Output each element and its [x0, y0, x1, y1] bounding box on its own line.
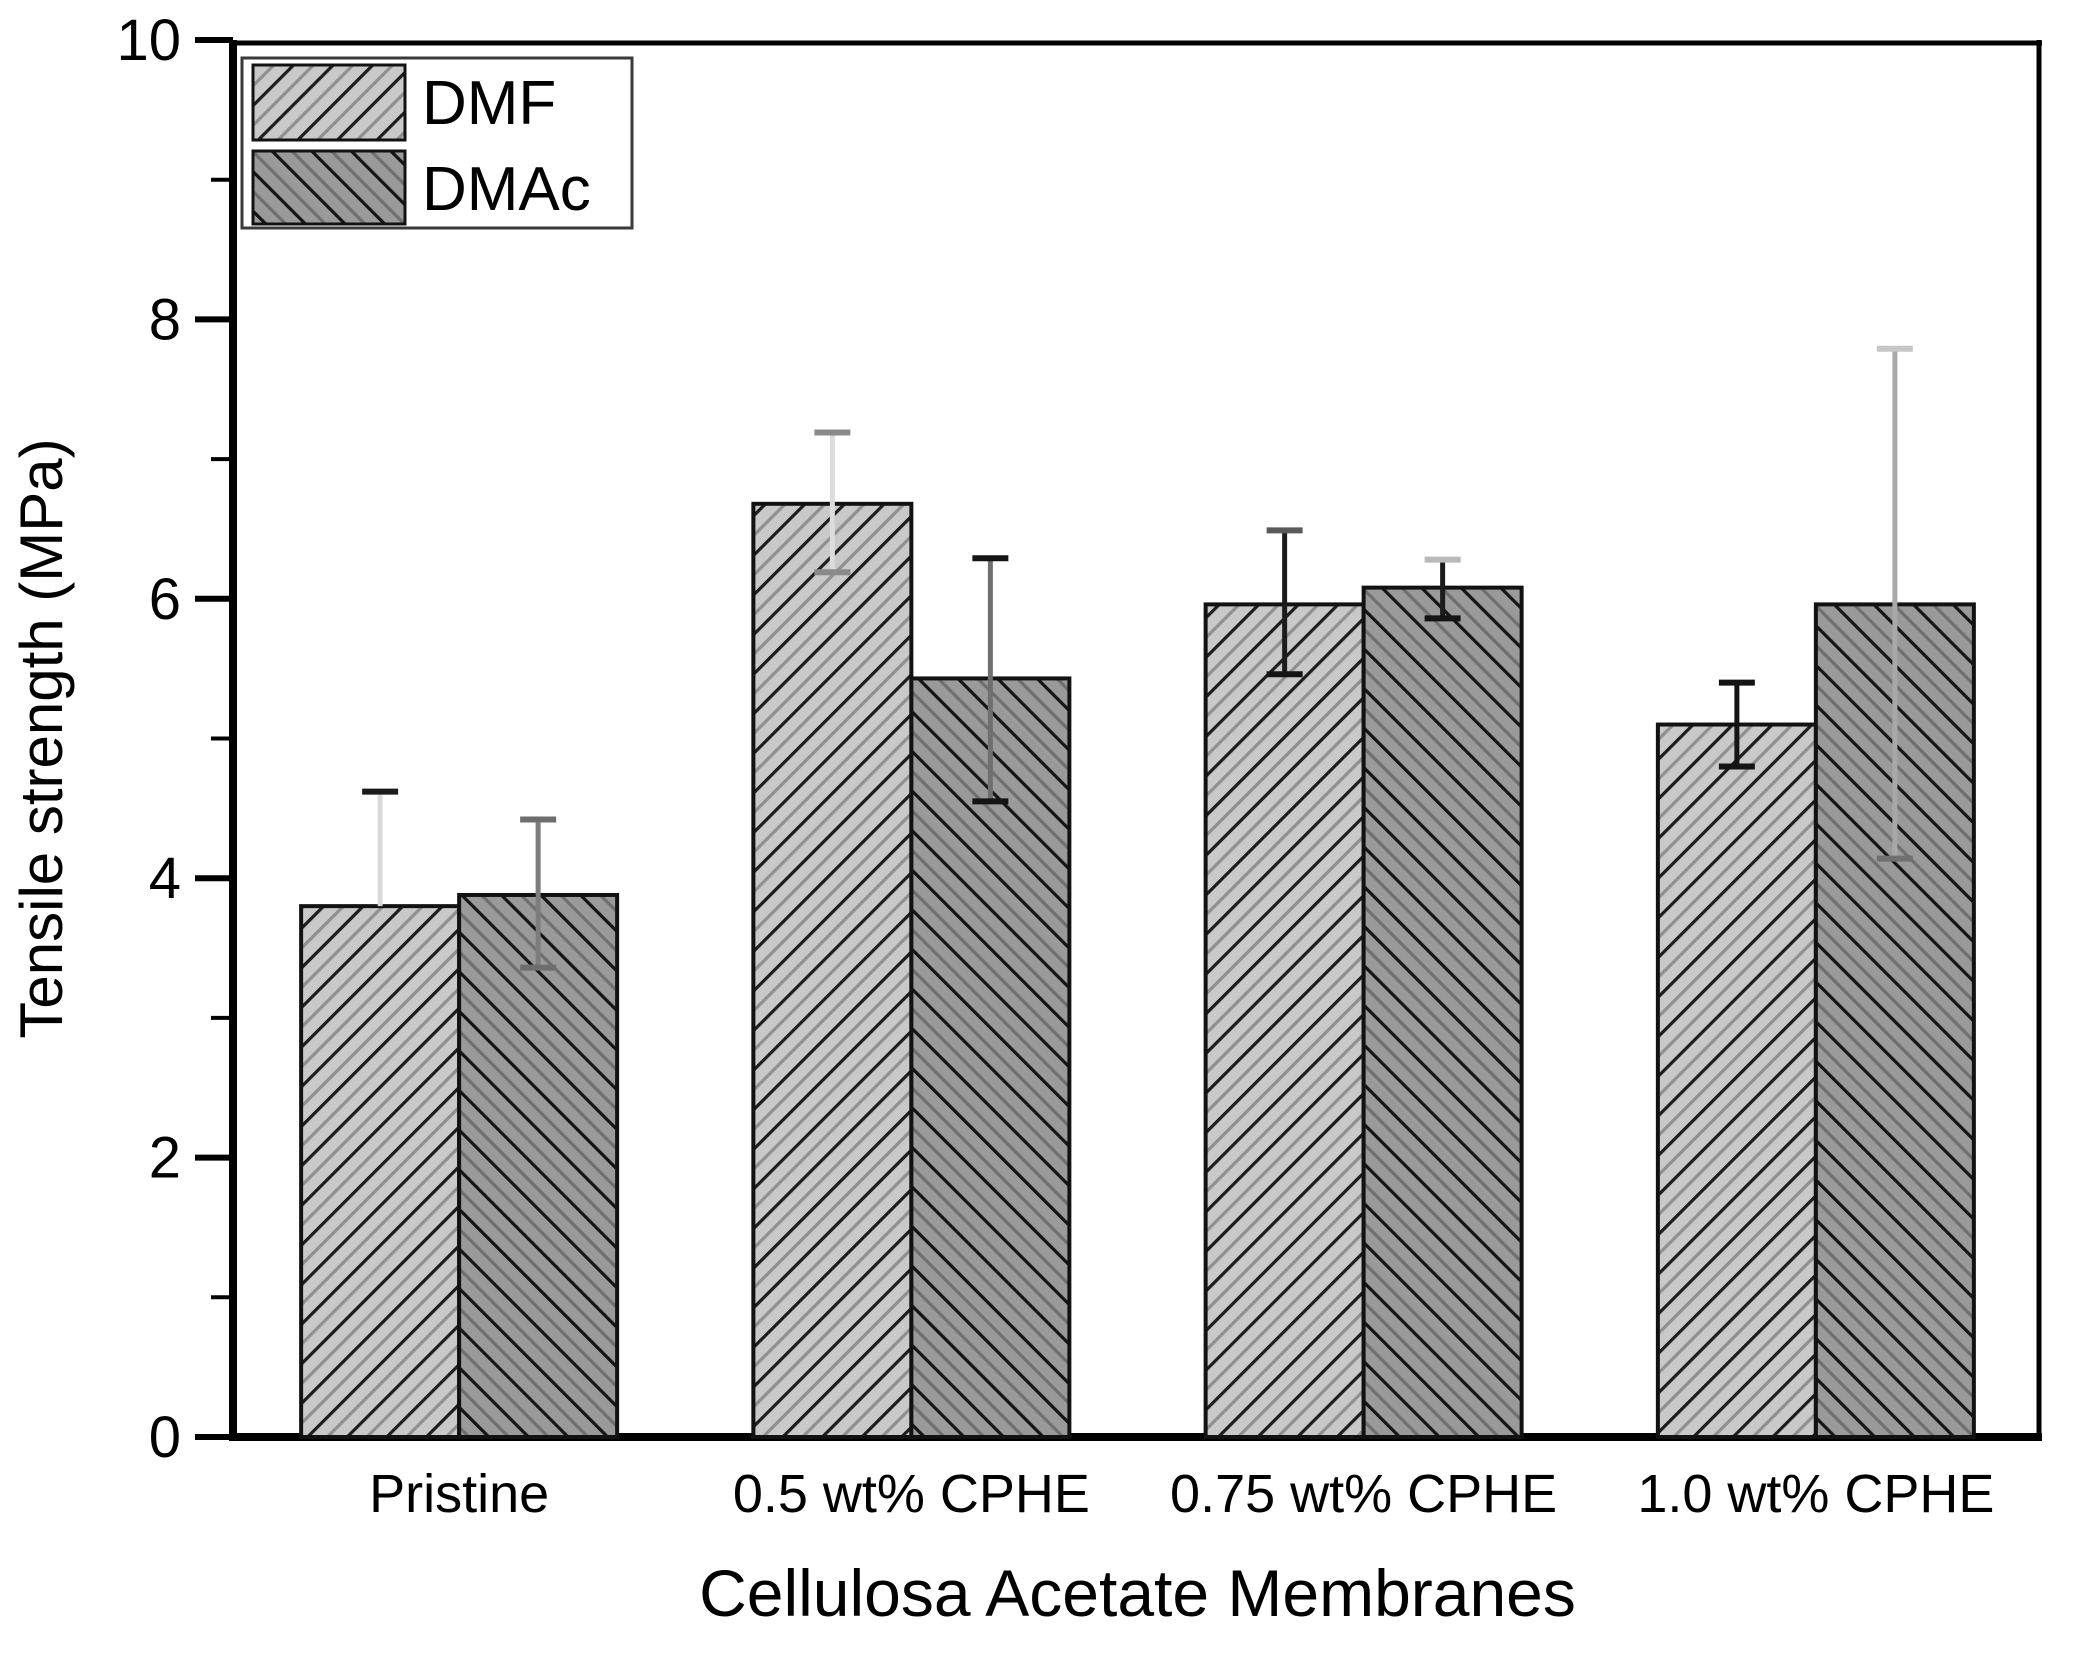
- bar-dmf-2: [1203, 602, 1366, 1439]
- bar-dmac-0: [457, 892, 620, 1439]
- legend-label-dmf: DMF: [422, 69, 556, 138]
- y-tick-label: 10: [116, 8, 181, 73]
- y-tick-label: 6: [149, 567, 181, 632]
- y-tick-label: 8: [149, 287, 181, 352]
- bar-dmac-1: [909, 676, 1072, 1439]
- x-axis-title: Cellulosa Acetate Membranes: [699, 1556, 1576, 1630]
- x-category-label: 0.75 wt% CPHE: [1170, 1464, 1557, 1524]
- legend-label-dmac: DMAc: [422, 155, 591, 224]
- bar-dmf-0: [299, 904, 462, 1439]
- x-category-label: 1.0 wt% CPHE: [1637, 1464, 1994, 1524]
- y-tick-label: 0: [149, 1405, 181, 1470]
- x-category-label: 0.5 wt% CPHE: [733, 1464, 1090, 1524]
- x-category-label: Pristine: [369, 1464, 549, 1524]
- bar-dmf-1: [751, 501, 914, 1439]
- y-tick-label: 4: [149, 846, 181, 911]
- legend-swatch-dmf: [251, 63, 407, 142]
- legend-swatch-dmac: [251, 149, 407, 226]
- bar-dmf-3: [1655, 722, 1818, 1439]
- y-tick-label: 2: [149, 1126, 181, 1191]
- bar-dmac-2: [1361, 585, 1524, 1439]
- y-axis-title: Tensile strength (MPa): [8, 438, 75, 1038]
